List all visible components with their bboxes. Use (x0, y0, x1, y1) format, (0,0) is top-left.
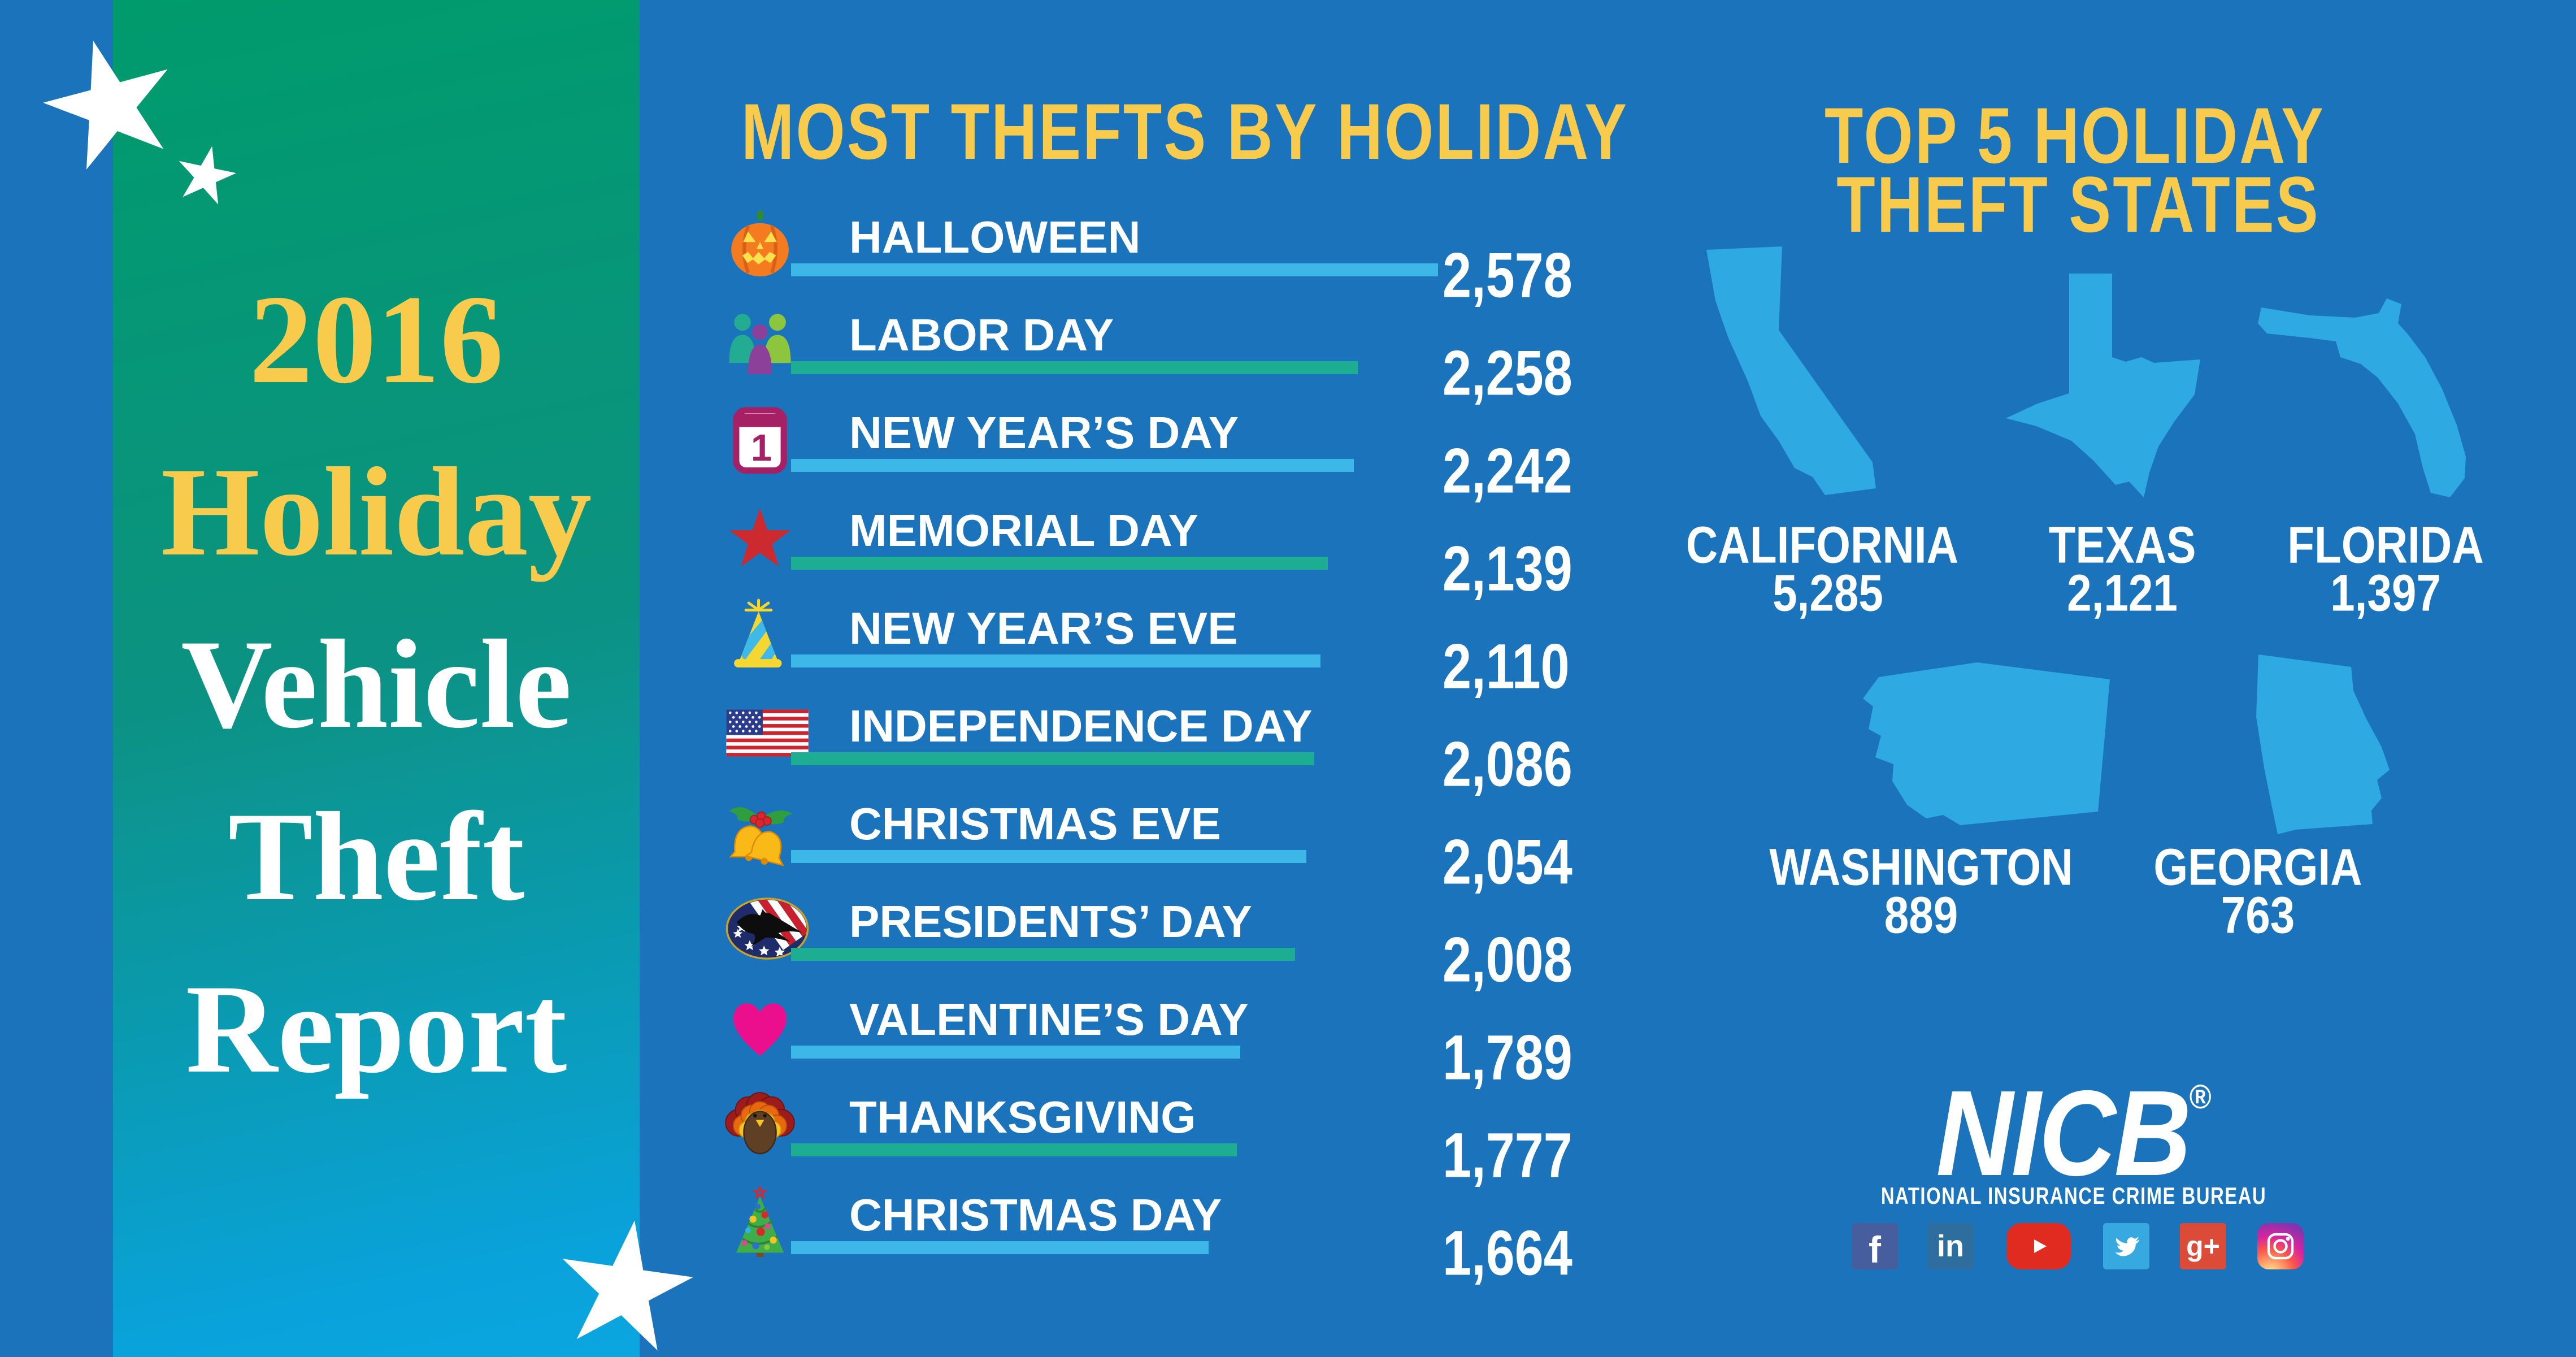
holiday-chart-title: MOST THEFTS BY HOLIDAY (741, 87, 1629, 176)
nicb-logo: NICB® (1936, 1063, 2211, 1203)
left-panel (113, 0, 640, 1357)
holiday-value: 1,777 (1443, 1120, 1572, 1191)
report-title-line: Vehicle (181, 613, 572, 755)
report-title: 2016 Holiday Vehicle Theft Report (113, 253, 640, 1115)
holiday-bar (791, 1046, 1240, 1059)
google-plus-glyph: g+ (2186, 1230, 2220, 1262)
holiday-row-labor-day: LABOR DAY 2,258 (725, 297, 1686, 409)
holiday-bar (791, 850, 1306, 863)
holiday-row-new-years-day: 1 NEW YEAR’S DAY 2,242 (725, 394, 1686, 506)
holiday-bar (791, 1143, 1237, 1156)
holiday-label: MEMORIAL DAY (849, 505, 1198, 556)
facebook-glyph: f (1869, 1229, 1881, 1271)
holiday-label: CHRISTMAS EVE (849, 799, 1221, 849)
holiday-bar (791, 263, 1438, 276)
holiday-row-independence-day: INDEPENDENCE DAY 2,086 (725, 688, 1686, 800)
linkedin-icon[interactable]: in (1927, 1223, 1974, 1269)
holiday-row-halloween: HALLOWEEN 2,578 (725, 199, 1686, 311)
report-title-line: 2016 (249, 268, 503, 410)
report-title-line: Theft (228, 786, 525, 927)
twitter-icon[interactable] (2103, 1223, 2149, 1269)
holiday-row-memorial-day: MEMORIAL DAY 2,139 (725, 492, 1686, 604)
nicb-logo-text: NICB (1936, 1065, 2191, 1201)
report-title-line: Report (185, 958, 567, 1099)
state-value: 763 (2221, 886, 2295, 944)
instagram-icon[interactable] (2257, 1223, 2304, 1269)
georgia-shape (2222, 654, 2390, 834)
holiday-value: 2,578 (1443, 240, 1572, 311)
party-hat-icon (725, 599, 795, 670)
google-plus-icon[interactable]: g+ (2180, 1223, 2226, 1269)
holiday-bar (791, 459, 1354, 472)
state-name: TEXAS (2048, 516, 2196, 574)
holiday-label: LABOR DAY (849, 310, 1114, 360)
linkedin-glyph: in (1937, 1229, 1964, 1263)
christmas-tree-icon (725, 1185, 795, 1257)
us-flag-icon (725, 698, 810, 768)
holiday-value: 1,664 (1443, 1217, 1572, 1289)
pumpkin-icon (725, 209, 795, 279)
state-value: 889 (1884, 886, 1958, 944)
holiday-value: 2,110 (1443, 631, 1570, 702)
nicb-tagline: NATIONAL INSURANCE CRIME BUREAU (1880, 1182, 2267, 1209)
holiday-row-presidents-day: PRESIDENTS’ DAY 2,008 (725, 883, 1686, 995)
holiday-value: 2,258 (1443, 337, 1572, 409)
holiday-label: CHRISTMAS DAY (849, 1190, 1222, 1240)
holiday-row-new-years-eve: NEW YEAR’S EVE 2,110 (725, 590, 1686, 702)
holiday-row-thanksgiving: THANKSGIVING 1,777 (725, 1079, 1686, 1191)
registered-mark: ® (2189, 1078, 2212, 1116)
holiday-bar (791, 752, 1314, 765)
holiday-bar (791, 557, 1328, 570)
holiday-label: VALENTINE’S DAY (849, 994, 1249, 1044)
holiday-value: 2,054 (1443, 826, 1572, 898)
state-name: CALIFORNIA (1686, 516, 1959, 574)
holiday-bar (791, 1241, 1209, 1254)
state-name: FLORIDA (2287, 516, 2484, 574)
holiday-bar (791, 948, 1295, 961)
holiday-bar (791, 361, 1358, 374)
state-name: GEORGIA (2153, 838, 2362, 896)
heart-icon (725, 991, 795, 1061)
holiday-label: INDEPENDENCE DAY (849, 701, 1313, 751)
holiday-label: HALLOWEEN (849, 212, 1141, 262)
holiday-bar (791, 654, 1320, 667)
calendar-icon: 1 (725, 405, 795, 475)
holiday-row-christmas-day: CHRISTMAS DAY 1,664 (725, 1177, 1686, 1289)
holiday-row-christmas-eve: CHRISTMAS EVE 2,054 (725, 786, 1686, 898)
holiday-value: 2,242 (1443, 435, 1572, 506)
star-decoration-top-large (19, 15, 202, 197)
report-title-line: Holiday (160, 441, 592, 582)
workers-icon (725, 307, 795, 377)
youtube-icon[interactable] (2006, 1223, 2071, 1269)
turkey-icon (725, 1089, 795, 1159)
states-title-line2: THEFT STATES (1836, 160, 2320, 249)
facebook-icon[interactable]: f (1852, 1223, 1898, 1269)
holiday-value: 2,139 (1443, 533, 1572, 604)
bells-icon (725, 796, 795, 866)
state-value: 1,397 (2330, 564, 2441, 622)
eagle-seal-icon (725, 894, 810, 964)
washington-shape (1858, 662, 2110, 825)
holiday-label: NEW YEAR’S DAY (849, 407, 1239, 458)
svg-text:1: 1 (751, 427, 772, 469)
holiday-label: NEW YEAR’S EVE (849, 603, 1238, 653)
state-value: 2,121 (2067, 564, 2178, 622)
california-shape (1694, 246, 1882, 495)
state-name: WASHINGTON (1769, 838, 2073, 896)
red-star-icon (725, 502, 795, 573)
holiday-value: 2,008 (1443, 924, 1572, 995)
star-decoration-bottom (539, 1203, 711, 1357)
holiday-label: THANKSGIVING (849, 1092, 1196, 1142)
holiday-row-valentines-day: VALENTINE’S DAY 1,789 (725, 981, 1686, 1093)
star-decoration-top-small (166, 136, 246, 216)
holiday-label: PRESIDENTS’ DAY (849, 896, 1252, 947)
holiday-value: 1,789 (1443, 1022, 1572, 1093)
florida-shape (2256, 298, 2477, 497)
states-title-line1: TOP 5 HOLIDAY (1824, 91, 2326, 180)
holiday-value: 2,086 (1443, 729, 1572, 800)
state-value: 5,285 (1773, 564, 1883, 622)
texas-shape (2006, 274, 2200, 497)
